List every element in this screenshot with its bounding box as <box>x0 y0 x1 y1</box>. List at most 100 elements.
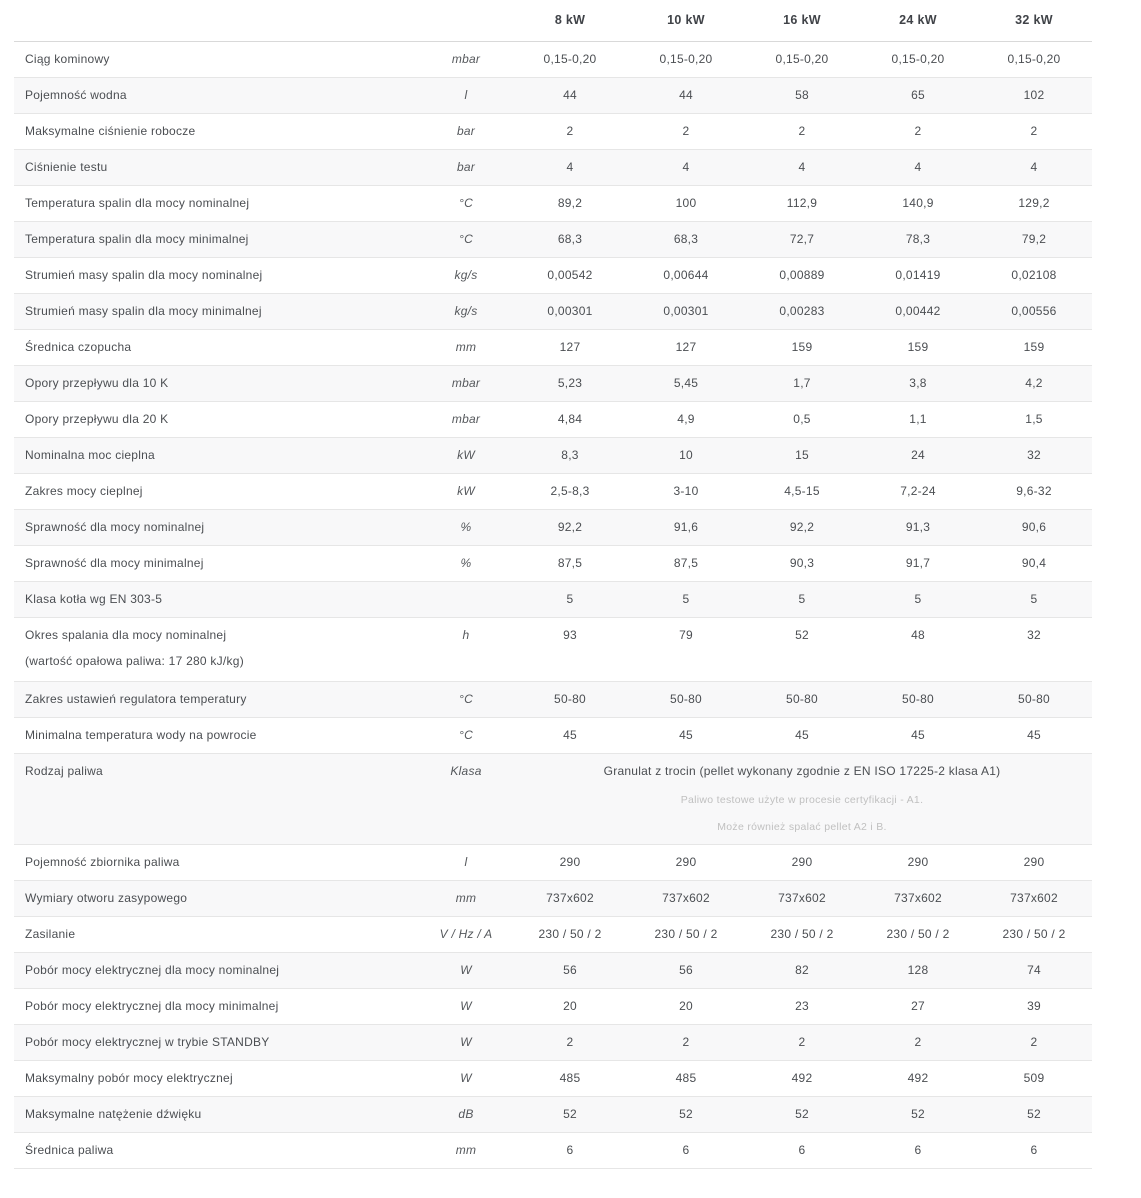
row-label: Sprawność dla mocy minimalnej <box>14 546 420 581</box>
row-value: 5 <box>914 592 922 606</box>
row-value: 56 <box>679 963 693 977</box>
spec-table: 8 kW 10 kW 16 kW 24 kW 32 kW Ciąg kominowy mb… <box>14 0 1092 1169</box>
row-label-text: Rodzaj paliwa <box>25 764 103 778</box>
row-value: 93 <box>563 628 577 642</box>
row-value: 5,23 <box>557 376 583 390</box>
row-label: Ciąg kominowy <box>14 42 420 77</box>
row-value: 2 <box>914 124 922 138</box>
table-row: Zasilanie V / Hz / A 230 / 50 / 2 230 / 50 … <box>14 917 1092 953</box>
column-header: 16 kW <box>783 13 821 27</box>
table-row: Maksymalny pobór mocy elektrycznej W 485 48… <box>14 1061 1092 1097</box>
row-value: 52 <box>795 628 809 642</box>
row-value: 5 <box>682 592 690 606</box>
row-value: 0,5 <box>793 412 811 426</box>
row-label-text: Ciąg kominowy <box>25 52 110 66</box>
row-value: 127 <box>559 340 581 354</box>
row-value: 737x602 <box>546 891 594 905</box>
row-label: Pojemność zbiornika paliwa <box>14 845 420 880</box>
row-value: 3-10 <box>673 484 699 498</box>
table-row: Temperatura spalin dla mocy nominalnej °C… <box>14 186 1092 222</box>
row-value: 58 <box>795 88 809 102</box>
row-value: 1,1 <box>909 412 927 426</box>
row-value: 2 <box>682 1035 690 1049</box>
column-header: 32 kW <box>1015 13 1053 27</box>
row-label-text: Pobór mocy elektrycznej dla mocy minimal… <box>25 999 279 1013</box>
row-value: 100 <box>675 196 697 210</box>
row-label-text: Zasilanie <box>25 927 76 941</box>
row-label: Temperatura spalin dla mocy nominalnej <box>14 186 420 221</box>
row-value: 90,6 <box>1021 520 1047 534</box>
row-label-text: Opory przepływu dla 10 K <box>25 376 169 390</box>
row-value: 5 <box>798 592 806 606</box>
row-unit: W <box>460 963 472 977</box>
row-value: 290 <box>907 855 929 869</box>
row-value: 90,3 <box>789 556 815 570</box>
row-value: 50-80 <box>670 692 702 706</box>
row-label-text: Pojemność zbiornika paliwa <box>25 855 180 869</box>
row-value: 39 <box>1027 999 1041 1013</box>
row-value: 4,5-15 <box>784 484 820 498</box>
table-row: Zakres ustawień regulatora temperatury °C… <box>14 682 1092 718</box>
row-label: Wymiary otworu zasypowego <box>14 881 420 916</box>
table-row: Pojemność wodna l 44 44 58 65 102 <box>14 78 1092 114</box>
row-value: 45 <box>911 728 925 742</box>
row-value: 20 <box>679 999 693 1013</box>
row-unit: h <box>462 628 470 642</box>
table-row: Nominalna moc cieplna kW 8,3 10 15 24 32 <box>14 438 1092 474</box>
row-unit: mm <box>455 340 477 354</box>
row-value: 48 <box>911 628 925 642</box>
row-value: 0,00301 <box>547 304 593 318</box>
table-row: Sprawność dla mocy nominalnej% 92,2 91,6 92… <box>14 510 1092 546</box>
row-value: 4 <box>566 160 574 174</box>
row-value: 27 <box>911 999 925 1013</box>
row-value: 52 <box>563 1107 577 1121</box>
row-unit: dB <box>458 1107 474 1121</box>
row-value: 290 <box>791 855 813 869</box>
row-label-text: Maksymalne natężenie dźwięku <box>25 1107 202 1121</box>
row-label-text: Wymiary otworu zasypowego <box>25 891 188 905</box>
row-value: 65 <box>911 88 925 102</box>
row-value: 0,15-0,20 <box>891 52 945 66</box>
row-value: 50-80 <box>786 692 818 706</box>
row-label-text: Pobór mocy elektrycznej w trybie STANDBY <box>25 1035 270 1049</box>
row-unit: l <box>464 88 468 102</box>
row-value: 4,2 <box>1025 376 1043 390</box>
row-value: 290 <box>675 855 697 869</box>
row-value: 0,01419 <box>895 268 941 282</box>
row-label: Zakres ustawień regulatora temperatury <box>14 682 420 717</box>
row-value: 2 <box>798 1035 806 1049</box>
row-value: 4,9 <box>677 412 695 426</box>
row-unit: bar <box>456 160 476 174</box>
row-label-text: Temperatura spalin dla mocy nominalnej <box>25 196 250 210</box>
table-row: Pobór mocy elektrycznej dla mocy minimal… <box>14 989 1092 1025</box>
row-value: 6 <box>566 1143 574 1157</box>
row-value: 230 / 50 / 2 <box>1002 927 1066 941</box>
table-row: Pobór mocy elektrycznej dla mocy nominal… <box>14 953 1092 989</box>
row-unit: W <box>460 1071 472 1085</box>
row-value: 9,6-32 <box>1016 484 1052 498</box>
row-value: 140,9 <box>902 196 934 210</box>
row-value: 89,2 <box>557 196 583 210</box>
row-value: 6 <box>798 1143 806 1157</box>
row-value: 68,3 <box>557 232 583 246</box>
row-unit: °C <box>459 232 473 246</box>
row-value: 45 <box>679 728 693 742</box>
row-value: 7,2-24 <box>900 484 936 498</box>
row-value: 2 <box>914 1035 922 1049</box>
row-label: Pobór mocy elektrycznej dla mocy minimal… <box>14 989 420 1024</box>
row-value: 50-80 <box>554 692 586 706</box>
row-value: 50-80 <box>902 692 934 706</box>
row-label: Rodzaj paliwa <box>14 754 420 789</box>
row-label-text: Zakres ustawień regulatora temperatury <box>25 692 247 706</box>
table-row: Wymiary otworu zasypowego mm 737x602 737x60… <box>14 881 1092 917</box>
row-value: 0,00644 <box>663 268 709 282</box>
row-label: Maksymalne ciśnienie robocze <box>14 114 420 149</box>
row-value: 3,8 <box>909 376 927 390</box>
row-value: 8,3 <box>561 448 579 462</box>
row-value: 2 <box>1030 1035 1038 1049</box>
row-value: 52 <box>795 1107 809 1121</box>
row-label: Maksymalne natężenie dźwięku <box>14 1097 420 1132</box>
column-header: 8 kW <box>554 13 586 27</box>
row-value: 32 <box>1027 628 1041 642</box>
row-label-text: Minimalna temperatura wody na powrocie <box>25 728 257 742</box>
